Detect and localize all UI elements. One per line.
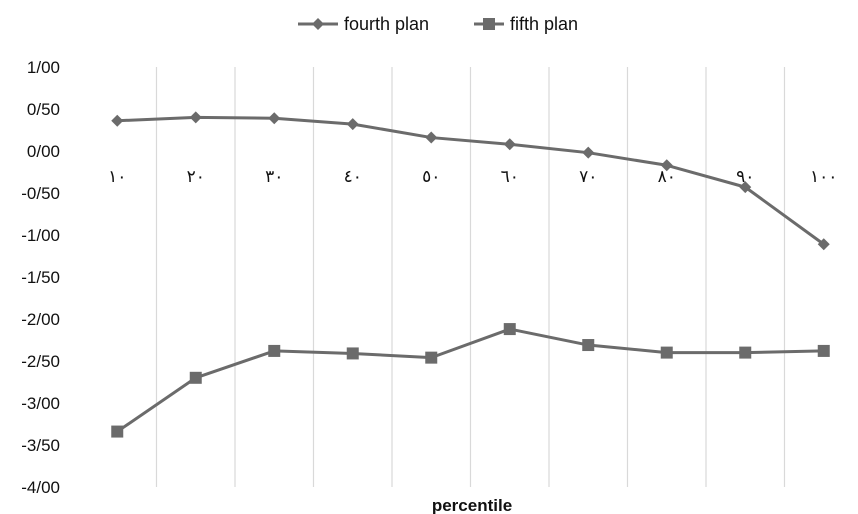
legend-square-icon <box>483 18 495 30</box>
y-tick-label: -4/00 <box>21 478 60 497</box>
data-point-diamond <box>739 181 752 194</box>
series-layer <box>111 111 830 438</box>
data-point-square <box>268 344 281 357</box>
data-point-diamond <box>425 131 438 144</box>
gridlines <box>155 67 786 487</box>
data-point-square <box>425 351 438 364</box>
x-tick-label: ٩٠ <box>736 167 754 187</box>
series-line-2 <box>116 327 824 433</box>
x-tick-label: ٨٠ <box>658 167 676 187</box>
x-tick-label: ١٠ <box>108 167 126 187</box>
data-point-diamond <box>346 118 359 131</box>
legend-label: fifth plan <box>510 14 578 34</box>
y-tick-label: -3/00 <box>21 394 60 413</box>
y-tick-label: 0/50 <box>27 100 60 119</box>
y-tick-label: -1/50 <box>21 268 60 287</box>
y-tick-label: 1/00 <box>27 58 60 77</box>
data-point-square <box>111 425 124 438</box>
legend: fourth plan fifth plan <box>298 14 578 34</box>
y-tick-label: -0/50 <box>21 184 60 203</box>
data-point-square <box>503 323 516 336</box>
x-tick-label: ٤٠ <box>344 167 362 187</box>
data-point-diamond <box>817 238 830 251</box>
y-axis-ticks: 1/00 0/50 0/00 -0/50 -1/00 -1/50 -2/00 -2/50 -3/… <box>21 58 60 497</box>
data-point-diamond <box>111 114 124 127</box>
x-tick-label: ٣٠ <box>265 167 283 187</box>
data-point-square <box>739 346 752 359</box>
x-tick-label: ٧٠ <box>579 167 597 187</box>
data-point-diamond <box>582 146 595 159</box>
legend-diamond-icon <box>312 18 324 30</box>
data-point-square <box>189 371 202 384</box>
x-tick-label: ١٠٠ <box>810 167 837 187</box>
series-line-1 <box>117 115 825 246</box>
data-point-diamond <box>189 111 202 124</box>
x-tick-label: ٥٠ <box>422 167 440 187</box>
x-axis-label: percentile <box>432 496 512 514</box>
y-tick-label: -2/00 <box>21 310 60 329</box>
x-tick-label: ٦٠ <box>501 167 519 187</box>
y-tick-label: -3/50 <box>21 436 60 455</box>
y-tick-label: -1/00 <box>21 226 60 245</box>
y-tick-label: 0/00 <box>27 142 60 161</box>
y-tick-label: -2/50 <box>21 352 60 371</box>
data-point-diamond <box>268 112 281 125</box>
data-point-square <box>817 344 830 357</box>
x-tick-label: ٢٠ <box>187 167 205 187</box>
data-point-diamond <box>660 159 673 172</box>
data-point-square <box>582 339 595 352</box>
data-point-diamond <box>503 138 516 151</box>
data-point-square <box>346 347 359 360</box>
legend-label: fourth plan <box>344 14 429 34</box>
x-axis-ticks: ١٠ ٢٠ ٣٠ ٤٠ ٥٠ ٦٠ ٧٠ ٨٠ ٩٠ ١٠٠ <box>108 167 837 187</box>
data-point-square <box>660 346 673 359</box>
